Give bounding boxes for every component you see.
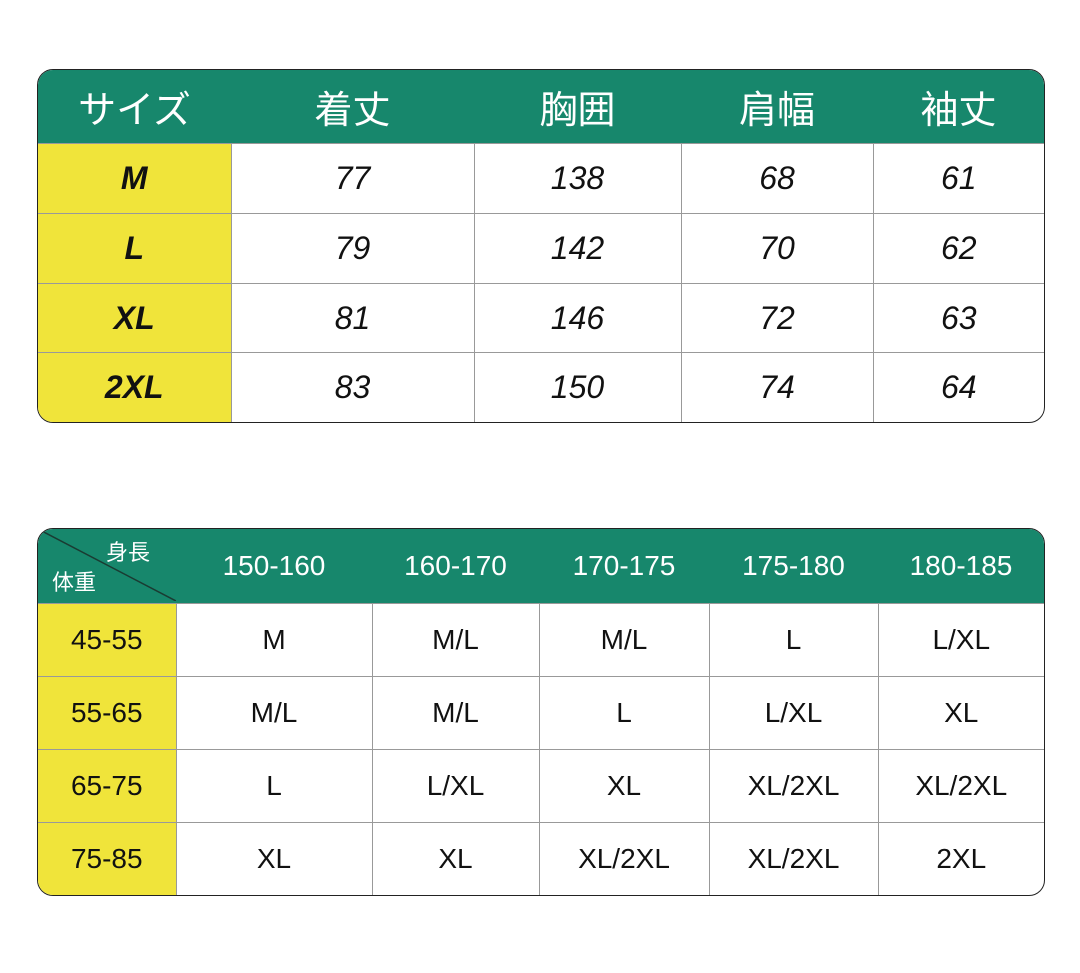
table-row: 75-85 XL XL XL/2XL XL/2XL 2XL — [38, 822, 1044, 895]
measurement-cell: 138 — [473, 143, 682, 214]
column-header: サイズ — [38, 70, 231, 144]
measurement-cell: 77 — [230, 143, 475, 214]
size-cell: XL — [175, 822, 373, 895]
header-row: サイズ 着丈 胸囲 肩幅 袖丈 — [38, 70, 1044, 144]
size-cell: L — [708, 602, 879, 678]
weight-label: 75-85 — [38, 822, 177, 895]
size-cell: M/L — [371, 602, 540, 678]
size-cell: M — [175, 602, 373, 678]
column-header: 着丈 — [231, 70, 474, 144]
table-row: 45-55 M M/L M/L L L/XL — [38, 602, 1044, 678]
table-row: XL 81 146 72 63 — [38, 282, 1044, 354]
size-cell: M/L — [175, 676, 373, 751]
height-header: 175-180 — [709, 529, 878, 604]
size-cell: XL — [877, 676, 1044, 751]
size-cell: M/L — [371, 676, 540, 751]
weight-label: 45-55 — [38, 602, 177, 678]
column-header: 胸囲 — [474, 70, 681, 144]
header-row: 身長 体重 150-160 160-170 170-175 175-180 180-18… — [38, 529, 1044, 604]
measurement-cell: 81 — [230, 282, 475, 354]
measurement-cell: 74 — [680, 352, 874, 422]
diagonal-divider — [38, 529, 176, 601]
size-label: M — [38, 143, 232, 214]
size-cell: XL/2XL — [708, 822, 879, 895]
table-row: 65-75 L L/XL XL XL/2XL XL/2XL — [38, 749, 1044, 824]
table-row: L 79 142 70 62 — [38, 212, 1044, 284]
measurement-cell: 150 — [473, 352, 682, 422]
height-header: 170-175 — [539, 529, 709, 604]
table-row: 55-65 M/L M/L L L/XL XL — [38, 676, 1044, 751]
measurement-cell: 61 — [872, 143, 1044, 214]
height-header: 150-160 — [176, 529, 372, 604]
size-cell: L/XL — [708, 676, 879, 751]
table-row: 2XL 83 150 74 64 — [38, 352, 1044, 422]
measurement-cell: 79 — [230, 212, 475, 284]
table-row: M 77 138 68 61 — [38, 143, 1044, 214]
measurement-cell: 68 — [680, 143, 874, 214]
measurement-cell: 146 — [473, 282, 682, 354]
measurement-cell: 64 — [872, 352, 1044, 422]
size-cell: L — [538, 676, 710, 751]
size-cell: 2XL — [877, 822, 1044, 895]
size-cell: XL/2XL — [708, 749, 879, 824]
size-cell: L/XL — [371, 749, 540, 824]
height-header: 160-170 — [372, 529, 539, 604]
size-cell: L/XL — [877, 602, 1044, 678]
weight-label: 65-75 — [38, 749, 177, 824]
size-cell: M/L — [538, 602, 710, 678]
height-label: 身長 — [106, 541, 151, 566]
measurement-cell: 83 — [230, 352, 475, 422]
size-cell: XL — [371, 822, 540, 895]
weight-label: 55-65 — [38, 676, 177, 751]
measurement-cell: 70 — [680, 212, 874, 284]
weight-label: 体重 — [52, 571, 97, 596]
measurement-table: サイズ 着丈 胸囲 肩幅 袖丈 M 77 138 68 61 L 79 142 70 62 XL 81 146 7… — [37, 69, 1045, 423]
size-recommendation-table: 身長 体重 150-160 160-170 170-175 175-180 180-18… — [37, 528, 1045, 896]
column-header: 肩幅 — [681, 70, 873, 144]
height-header: 180-185 — [878, 529, 1044, 604]
size-label: XL — [38, 282, 232, 354]
size-cell: XL/2XL — [538, 822, 710, 895]
size-cell: XL/2XL — [877, 749, 1044, 824]
measurement-cell: 62 — [872, 212, 1044, 284]
column-header: 袖丈 — [873, 70, 1044, 144]
size-label: 2XL — [38, 352, 232, 422]
measurement-cell: 142 — [473, 212, 682, 284]
size-cell: XL — [538, 749, 710, 824]
corner-header: 身長 体重 — [38, 529, 176, 604]
measurement-cell: 63 — [872, 282, 1044, 354]
measurement-cell: 72 — [680, 282, 874, 354]
size-cell: L — [175, 749, 373, 824]
size-label: L — [38, 212, 232, 284]
